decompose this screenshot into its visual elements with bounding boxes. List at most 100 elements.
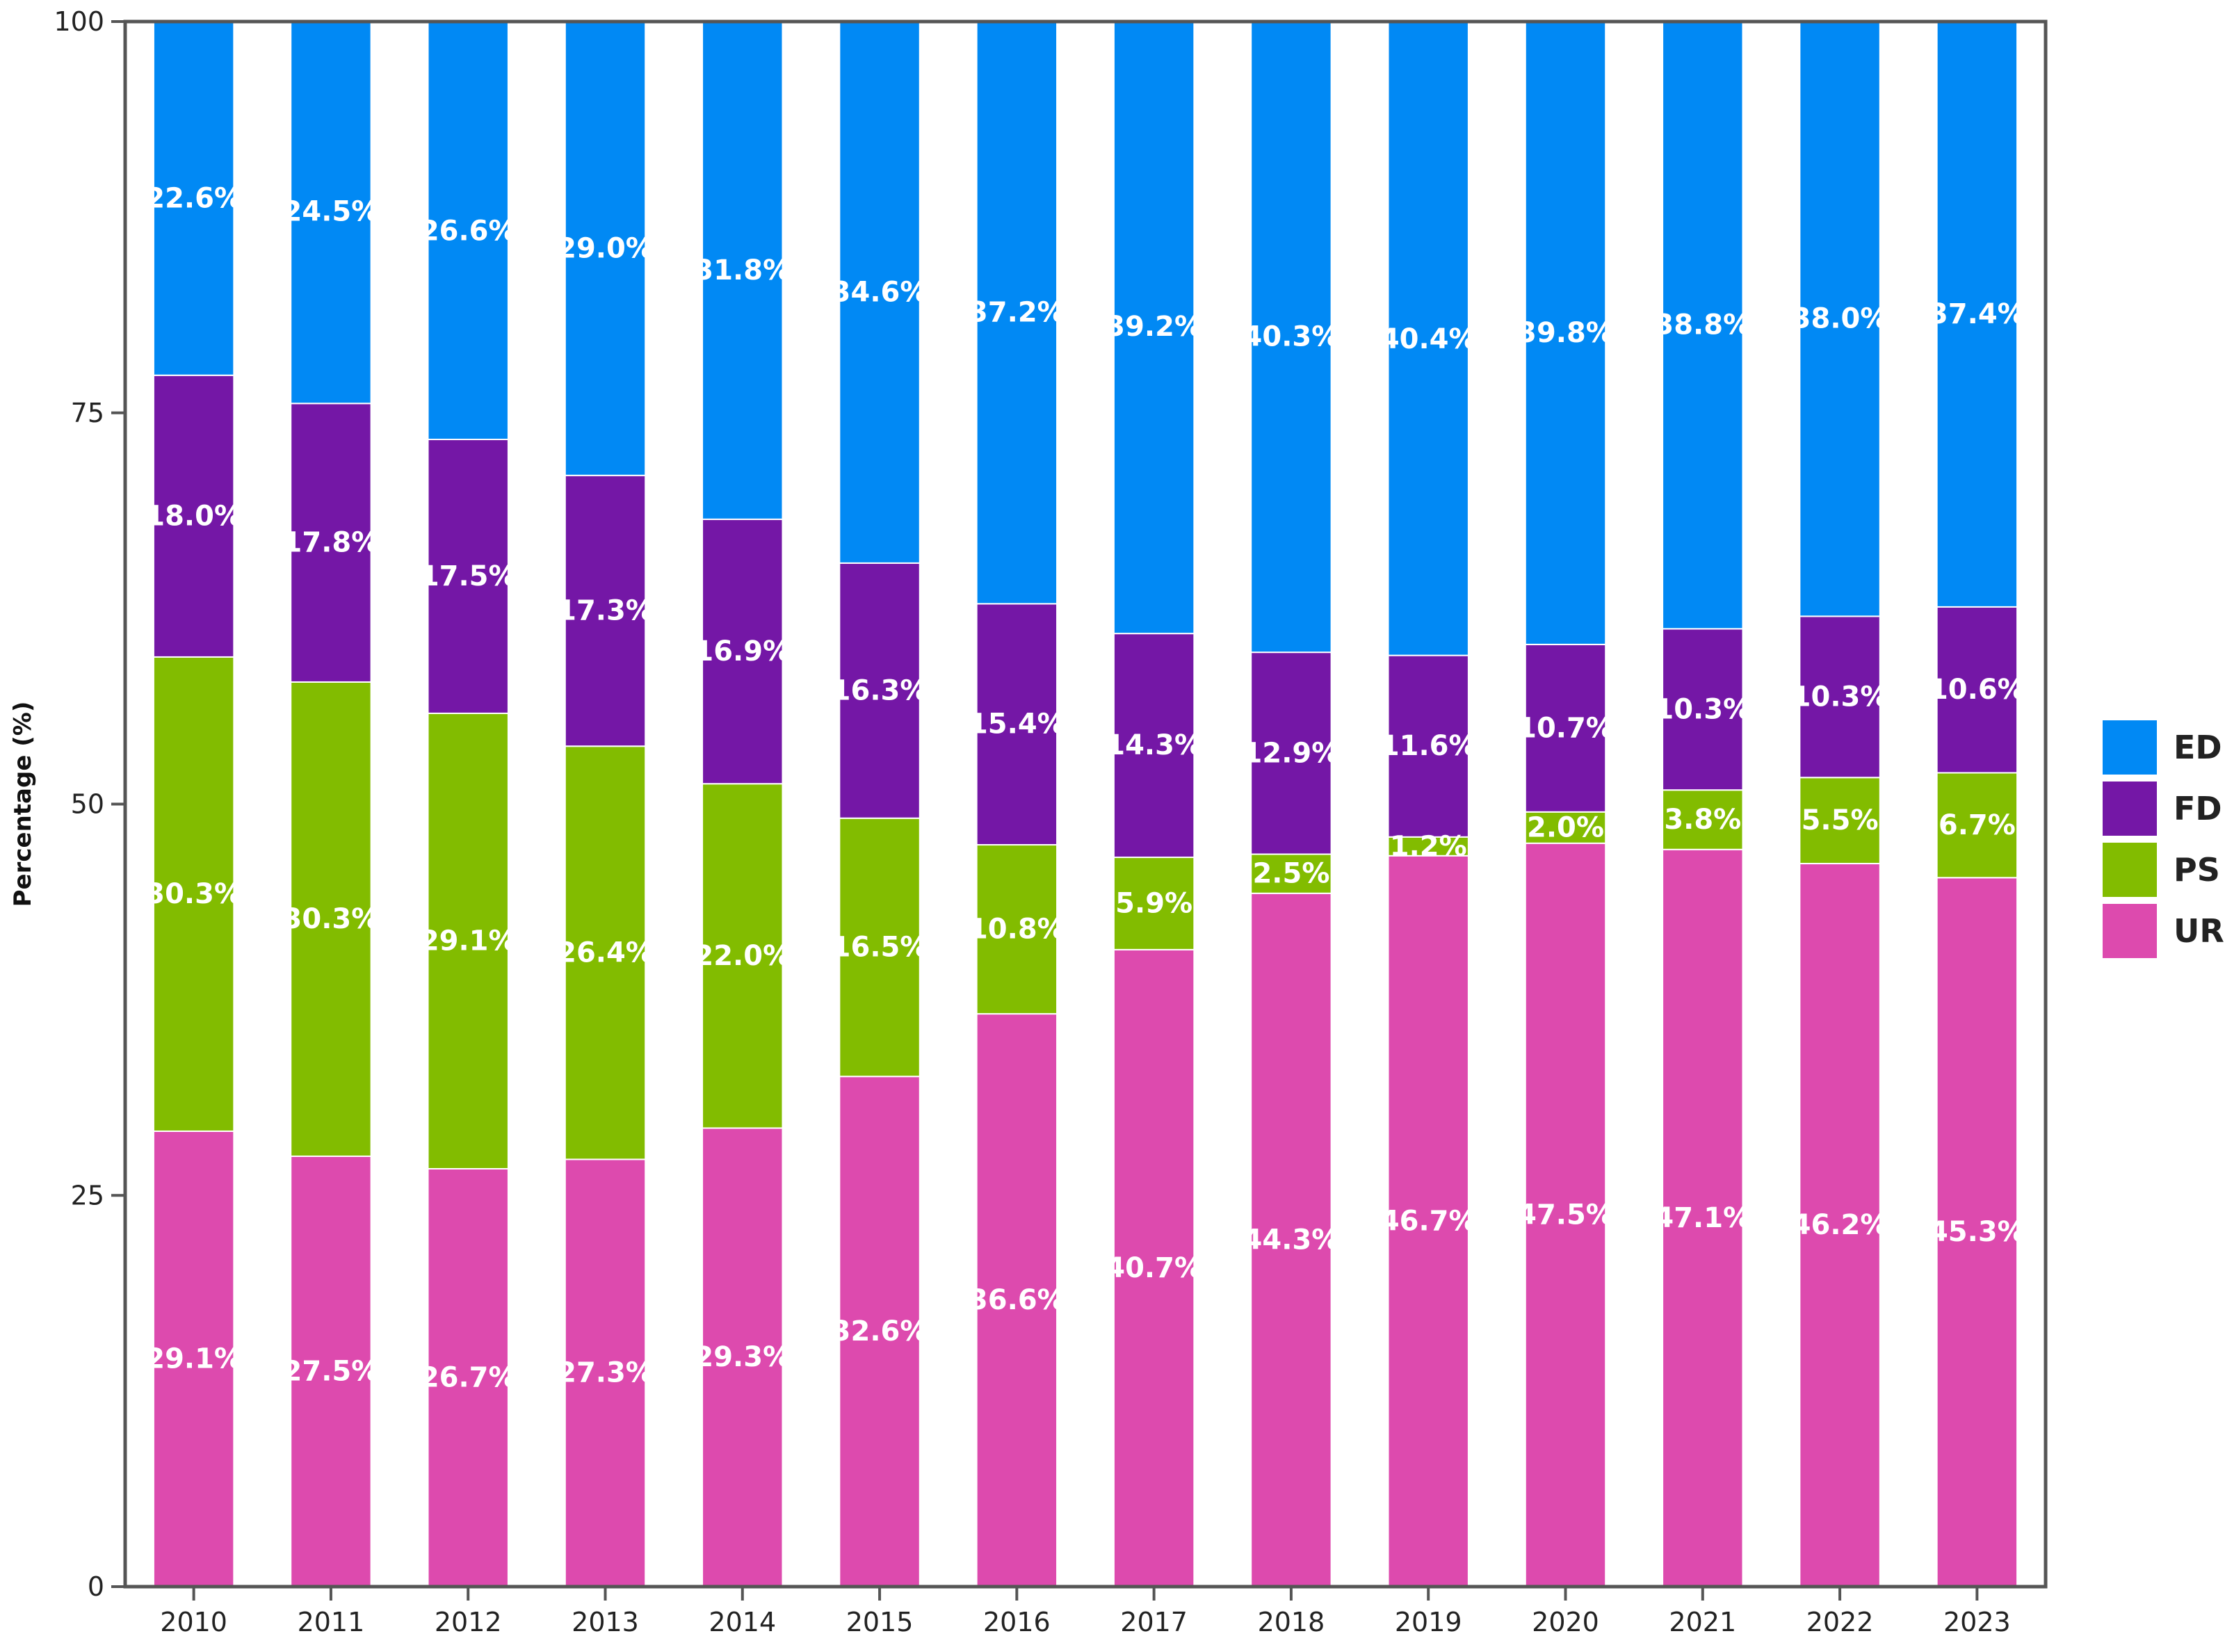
data-label-ed-2023: 37.4% [1929,298,2025,330]
bar-ed-2012 [427,21,509,441]
y-axis: 0 25 50 75 100 [54,6,125,1602]
legend: ED FD PS UR [2103,720,2224,958]
bar-fd-2011 [290,403,372,683]
legend-swatch-fd [2103,782,2157,836]
bar-ps-2021 [1662,789,1744,850]
bar-ed-2017 [1112,21,1195,635]
bar-ed-2011 [290,21,372,405]
x-tick-label: 2012 [435,1607,502,1637]
data-label-ps-2016: 10.8% [969,914,1065,946]
bar-ur-2013 [564,1158,647,1588]
x-axis: 2010 2011 2012 2013 2014 2015 2016 2017 2018 2019… [160,1587,2011,1637]
bar-fd-2017 [1112,633,1195,859]
data-label-fd-2023: 10.6% [1929,674,2025,706]
x-tick-label: 2010 [160,1607,227,1637]
data-label-ur-2014: 29.3% [694,1341,791,1373]
x-tick-label: 2023 [1943,1607,2011,1637]
bar-ps-2013 [564,745,647,1160]
legend-label-ed: ED [2174,729,2222,766]
bar-fd-2023 [1936,606,2018,774]
legend-label-ps: PS [2174,851,2220,889]
data-label-ps-2019: 1.2% [1390,830,1467,862]
bar-fd-2013 [564,474,647,747]
data-label-ed-2013: 29.0% [557,232,654,264]
bar-fd-2014 [702,518,784,785]
bar-fd-2010 [152,374,235,658]
data-label-ed-2014: 31.8% [694,254,791,286]
data-label-ps-2013: 26.4% [557,937,654,969]
data-label-ps-2018: 2.5% [1252,858,1329,890]
x-tick-label: 2015 [846,1607,914,1637]
y-tick-label: 0 [88,1571,104,1602]
data-label-ur-2020: 47.5% [1517,1199,1614,1231]
bar-ps-2023 [1936,772,2018,879]
bar-ur-2011 [290,1155,372,1587]
data-label-fd-2011: 17.8% [283,527,380,559]
data-label-fd-2012: 17.5% [420,560,517,592]
data-label-ur-2010: 29.1% [145,1343,242,1375]
data-label-ed-2021: 38.8% [1654,309,1751,341]
bar-ed-2019 [1387,21,1469,656]
legend-swatch-ed [2103,720,2157,775]
data-label-fd-2013: 17.3% [557,595,654,627]
legend-swatch-ps [2103,843,2157,897]
x-tick-label: 2020 [1532,1607,1599,1637]
x-tick-label: 2019 [1395,1607,1462,1637]
data-label-ur-2017: 40.7% [1106,1252,1202,1284]
bar-ur-2017 [1112,948,1195,1587]
plot-bars [152,21,2018,1588]
x-tick-label: 2022 [1806,1607,1874,1637]
bar-ed-2013 [564,21,647,476]
bar-ur-2014 [702,1127,784,1588]
bar-ed-2015 [839,21,921,564]
data-label-ed-2019: 40.4% [1380,323,1477,355]
data-label-ps-2023: 6.7% [1939,809,2016,841]
bar-fd-2021 [1662,628,1744,791]
data-label-ur-2012: 26.7% [420,1361,517,1393]
bar-ed-2020 [1524,21,1607,645]
data-label-ur-2022: 46.2% [1792,1209,1888,1241]
legend-label-fd: FD [2174,790,2222,827]
bar-ur-2020 [1524,842,1607,1587]
data-label-ed-2022: 38.0% [1792,303,1888,335]
data-label-ur-2013: 27.3% [557,1357,654,1389]
data-label-fd-2020: 10.7% [1517,712,1614,744]
bar-ps-2014 [702,783,784,1129]
data-label-ps-2020: 2.0% [1527,811,1604,843]
x-tick-label: 2014 [709,1607,776,1637]
data-label-fd-2017: 14.3% [1106,729,1202,761]
data-label-fd-2010: 18.0% [145,500,242,532]
x-tick-label: 2016 [983,1607,1051,1637]
data-label-ur-2011: 27.5% [283,1355,380,1387]
bar-ur-2019 [1387,855,1469,1587]
data-label-ed-2010: 22.6% [145,182,242,214]
data-label-fd-2014: 16.9% [694,635,791,667]
bar-ps-2015 [839,817,921,1078]
bar-ps-2011 [290,681,372,1157]
bar-ps-2010 [152,656,235,1132]
data-label-fd-2019: 11.6% [1380,730,1477,762]
bar-ps-2016 [976,844,1058,1015]
bar-fd-2019 [1387,654,1469,838]
data-label-fd-2021: 10.3% [1654,693,1751,725]
y-tick-label: 100 [54,6,104,37]
data-label-ur-2023: 45.3% [1929,1216,2025,1248]
x-tick-label: 2013 [572,1607,639,1637]
data-label-fd-2015: 16.3% [832,674,928,706]
bar-fd-2018 [1250,651,1332,855]
data-label-fd-2016: 15.4% [969,708,1065,740]
bar-fd-2022 [1799,615,1881,779]
data-label-fd-2022: 10.3% [1792,681,1888,713]
bar-ps-2019 [1387,836,1469,857]
data-label-ps-2010: 30.3% [145,878,242,910]
bar-ur-2015 [839,1076,921,1587]
y-tick-label: 75 [71,398,104,428]
bar-ed-2021 [1662,21,1744,630]
data-label-ed-2015: 34.6% [832,276,928,308]
x-tick-label: 2021 [1669,1607,1736,1637]
data-label-ur-2021: 47.1% [1654,1202,1751,1234]
data-label-ur-2015: 32.6% [832,1315,928,1347]
data-label-fd-2018: 12.9% [1243,737,1340,769]
x-tick-label: 2018 [1258,1607,1325,1637]
